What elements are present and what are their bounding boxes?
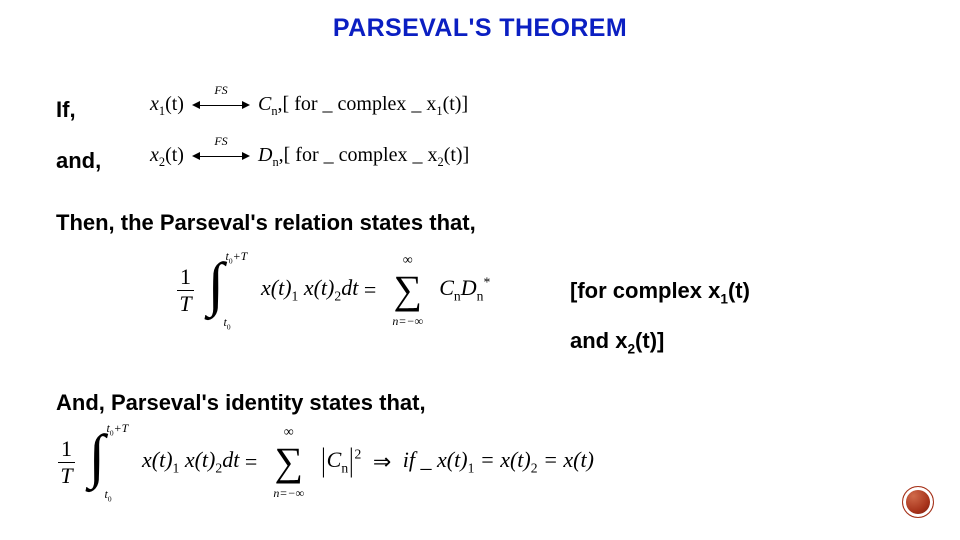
eq3-Dn: n (477, 289, 484, 304)
eq2-bracket: ,[ for _ complex _ x (279, 144, 438, 166)
fs-arrow-icon: FS (193, 97, 249, 113)
fc-line2-sub: 2 (627, 341, 635, 356)
eq1-arrow-label: FS (193, 83, 249, 98)
eq3-Cn: n (454, 289, 461, 304)
note-for-complex-line2: and x2(t)] (570, 328, 664, 356)
eq3-int-lb-sub: 0 (227, 322, 231, 331)
eq1-bracket: ,[ for _ complex _ x (278, 93, 437, 115)
eq2-rhs-coef: D (258, 144, 272, 166)
eq2-lhs-fn: x (150, 144, 159, 166)
equation-fs-x2: x2(t) FS Dn,[ for _ complex _ x2(t)] (150, 144, 469, 170)
fc-line1a: [for complex x (570, 278, 720, 303)
eq4-Cn: n (341, 461, 348, 476)
eq4-sum-lb: n=−∞ (273, 486, 304, 500)
eq1-lhs-arg: (t) (165, 93, 184, 115)
integral-icon: ∫ t0+T t0 (208, 255, 236, 325)
eq4-int-lb-sub: 0 (108, 494, 112, 503)
eq4-int-ub-plus: +T (114, 421, 129, 435)
eq4-equals: = (245, 449, 263, 474)
eq3-equals: = (364, 277, 382, 302)
eq4-frac-num: 1 (58, 437, 75, 462)
slide: PARSEVAL'S THEOREM If, and, Then, the Pa… (0, 0, 960, 540)
equation-parseval-relation: 1 T ∫ t0+T t0 x(t)1 x(t)2dt = ∞ ∑ n=−∞ C… (175, 255, 545, 355)
eq3-star: * (483, 275, 490, 290)
sum-icon: ∞ ∑ n=−∞ (388, 255, 428, 325)
eq4-frac: 1 T (56, 437, 77, 486)
eq3-frac-num: 1 (177, 265, 194, 290)
eq2-lhs-arg: (t) (165, 144, 184, 166)
integral-icon: ∫ t0+T t0 (89, 427, 117, 497)
eq3-frac: 1 T (175, 265, 196, 314)
eq4-frac-den: T (60, 463, 72, 488)
slide-title: PARSEVAL'S THEOREM (0, 14, 960, 43)
label-then: Then, the Parseval's relation states tha… (56, 210, 476, 236)
implies-icon: ⇒ (367, 449, 397, 474)
eq4-cond-sub2: 2 (531, 461, 538, 476)
eq4-cond: if _ x(t) (403, 447, 468, 472)
eq2-bracket-end: (t)] (444, 144, 470, 166)
eq3-D: D (461, 275, 477, 300)
eq1-rhs-coef: C (258, 93, 271, 115)
eq1-bracket-end: (t)] (443, 93, 469, 115)
eq4-cond-end: = x(t) (538, 447, 594, 472)
eq4-cond-mid: = x(t) (474, 447, 530, 472)
label-if: If, (56, 97, 76, 123)
slide-bullet-icon (902, 486, 934, 518)
eq3-xb: x(t) (304, 275, 335, 300)
eq4-xb: x(t) (185, 447, 216, 472)
eq4-C: C (327, 447, 342, 472)
sum-icon: ∞ ∑ n=−∞ (269, 427, 309, 497)
eq2-arrow-label: FS (193, 134, 249, 149)
eq3-int-ub-plus: +T (233, 249, 248, 263)
label-and: and, (56, 148, 101, 174)
equation-fs-x1: x1(t) FS Cn,[ for _ complex _ x1(t)] (150, 93, 468, 119)
equation-parseval-identity: 1 T ∫ t0+T t0 x(t)1 x(t)2dt = ∞ ∑ n=−∞ |… (56, 427, 676, 527)
fc-line2b: (t)] (635, 328, 664, 353)
fc-line1b: (t) (728, 278, 750, 303)
eq4-xa: x(t) (142, 447, 173, 472)
eq3-xa-sub: 1 (292, 289, 299, 304)
label-identity: And, Parseval's identity states that, (56, 390, 426, 416)
eq4-dt: dt (222, 447, 239, 472)
note-for-complex-line1: [for complex x1(t) (570, 278, 750, 306)
eq3-xa: x(t) (261, 275, 292, 300)
eq3-C: C (439, 275, 454, 300)
eq4-sq: 2 (355, 447, 362, 462)
eq3-frac-den: T (179, 291, 191, 316)
eq4-xa-sub: 1 (173, 461, 180, 476)
fc-line2a: and x (570, 328, 627, 353)
fc-line1-sub: 1 (720, 291, 728, 306)
eq3-dt: dt (341, 275, 358, 300)
fs-arrow-icon: FS (193, 148, 249, 164)
eq3-sum-lb: n=−∞ (392, 314, 423, 328)
eq1-lhs-fn: x (150, 93, 159, 115)
